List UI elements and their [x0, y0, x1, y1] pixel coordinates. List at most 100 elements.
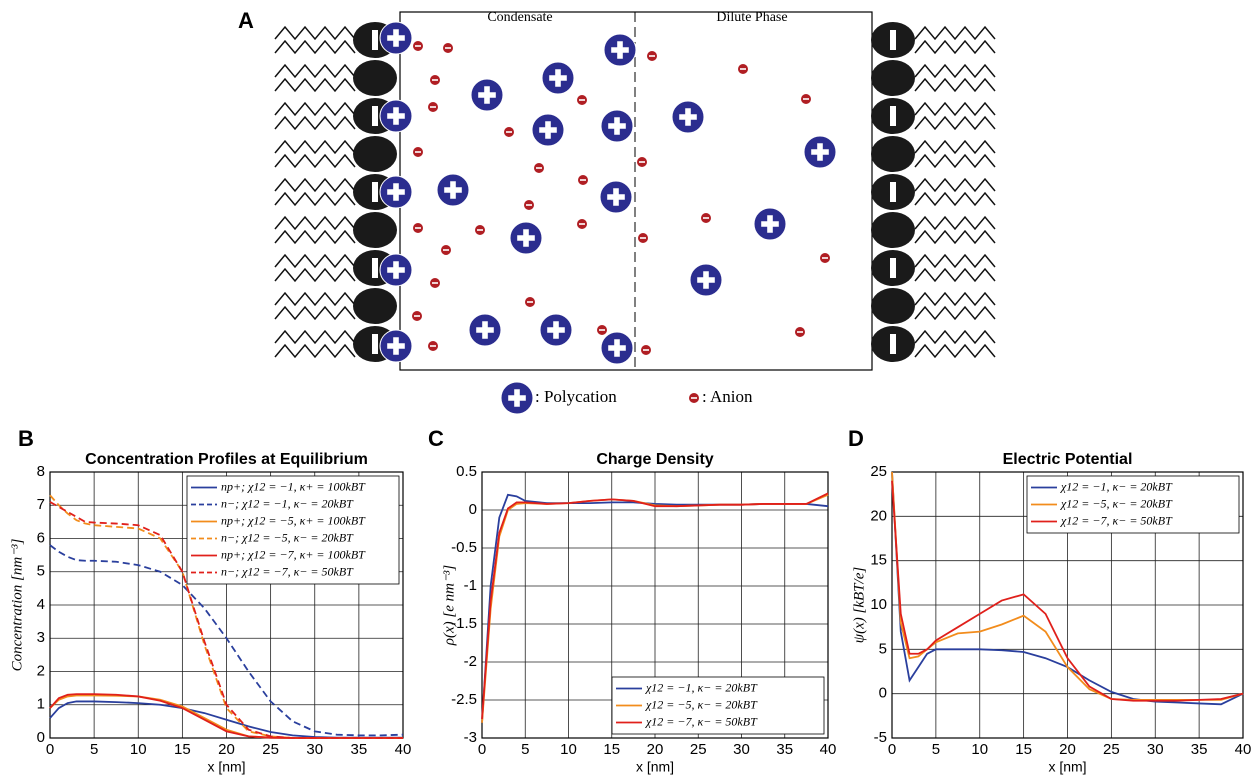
y-tick-label: 1 — [37, 696, 45, 713]
head-mark — [372, 30, 378, 50]
lipid-head — [871, 136, 915, 172]
head-mark — [890, 182, 896, 202]
legend-label: χ12 = −1, κ− = 20kBT — [645, 680, 758, 694]
lipid-tail — [914, 101, 996, 117]
lipid-tail — [914, 305, 996, 321]
plus-sign — [607, 188, 625, 206]
lipid-tail — [914, 153, 996, 169]
lipid-head — [353, 60, 397, 96]
plus-sign — [387, 261, 405, 279]
x-tick-label: 40 — [1235, 741, 1252, 758]
legend-label: np+; χ12 = −1, κ+ = 100kBT — [221, 479, 366, 493]
schematic — [274, 21, 996, 415]
x-tick-label: 35 — [1191, 741, 1208, 758]
x-tick-label: 40 — [395, 741, 412, 758]
plus-sign — [761, 215, 779, 233]
x-tick-label: 5 — [521, 741, 529, 758]
legend-box — [1026, 475, 1240, 534]
legend-label: np+; χ12 = −5, κ+ = 100kBT — [221, 513, 366, 527]
y-tick-label: 7 — [37, 496, 45, 513]
plus-sign — [387, 337, 405, 355]
lipid-tail — [914, 77, 996, 93]
legend-label: χ12 = −7, κ− = 50kBT — [645, 714, 758, 728]
plus-sign — [444, 181, 462, 199]
x-tick-label: 15 — [603, 741, 620, 758]
lipid-tail — [274, 343, 356, 359]
plus-sign — [508, 389, 526, 407]
lipid-tail — [274, 101, 356, 117]
lipid-tail — [274, 191, 356, 207]
lipid-tail — [274, 253, 356, 269]
lipid-tail — [914, 39, 996, 55]
x-tick-label: 35 — [776, 741, 793, 758]
x-tick-label: 0 — [478, 741, 486, 758]
y-tick-label: 0.5 — [456, 463, 477, 480]
plus-sign — [547, 321, 565, 339]
lipid-tail — [914, 215, 996, 231]
y-tick-label: 15 — [870, 552, 887, 569]
y-tick-label: 0 — [879, 685, 887, 702]
plus-sign — [608, 117, 626, 135]
y-tick-label: 0 — [469, 501, 477, 518]
x-axis-label: x [nm] — [636, 759, 674, 775]
plus-sign — [608, 339, 626, 357]
y-axis-label: ψ(x) [kBT/e] — [851, 567, 867, 644]
y-tick-label: 25 — [870, 463, 887, 480]
x-tick-label: 10 — [971, 741, 988, 758]
container — [399, 11, 873, 371]
x-tick-label: 20 — [218, 741, 235, 758]
head-mark — [890, 334, 896, 354]
y-tick-label: 20 — [870, 507, 887, 524]
legend-box — [611, 676, 825, 735]
legend-label: n−; χ12 = −7, κ− = 50kBT — [221, 564, 354, 578]
lipid-tail — [274, 63, 356, 79]
lipid-head — [871, 288, 915, 324]
lipid-tail — [274, 329, 356, 345]
chart-title: Electric Potential — [1003, 451, 1133, 468]
lipid-tail — [914, 291, 996, 307]
lipid-head — [353, 288, 397, 324]
series-line — [481, 492, 829, 720]
lipid-tail — [914, 329, 996, 345]
lipid-tail — [274, 77, 356, 93]
y-tick-label: -2 — [464, 653, 477, 670]
chart-title: Concentration Profiles at Equilibrium — [85, 451, 368, 468]
plus-sign — [476, 321, 494, 339]
y-axis-label: Concentration [nm⁻³] — [9, 538, 25, 671]
y-tick-label: 0 — [37, 729, 45, 746]
x-tick-label: 20 — [1059, 741, 1076, 758]
plus-sign — [387, 107, 405, 125]
x-tick-label: 0 — [888, 741, 896, 758]
legend-box — [186, 475, 400, 585]
x-tick-label: 15 — [174, 741, 191, 758]
lipid-tail — [914, 115, 996, 131]
series-line — [891, 471, 1244, 706]
plot-frame — [49, 471, 404, 739]
plus-sign — [679, 108, 697, 126]
x-tick-label: 25 — [262, 741, 279, 758]
y-tick-label: 6 — [37, 529, 45, 546]
y-tick-label: -3 — [464, 729, 477, 746]
legend-label: n−; χ12 = −1, κ− = 20kBT — [221, 496, 354, 510]
lipid-head — [353, 136, 397, 172]
x-tick-label: 20 — [647, 741, 664, 758]
lipid-head — [871, 60, 915, 96]
legend-label: np+; χ12 = −7, κ+ = 100kBT — [221, 547, 366, 561]
lipid-head — [353, 212, 397, 248]
x-tick-label: 25 — [1103, 741, 1120, 758]
lipid-tail — [914, 139, 996, 155]
series-line — [891, 480, 1244, 702]
x-tick-label: 30 — [733, 741, 750, 758]
lipid-tail — [914, 267, 996, 283]
plus-sign — [478, 86, 496, 104]
y-tick-label: 5 — [37, 563, 45, 580]
head-mark — [372, 182, 378, 202]
x-axis-label: x [nm] — [207, 759, 245, 775]
series-line — [49, 501, 403, 739]
plus-sign — [387, 29, 405, 47]
legend-label: χ12 = −5, κ− = 20kBT — [645, 697, 758, 711]
head-mark — [372, 258, 378, 278]
legend-text: : Anion — [702, 387, 753, 406]
head-mark — [890, 258, 896, 278]
